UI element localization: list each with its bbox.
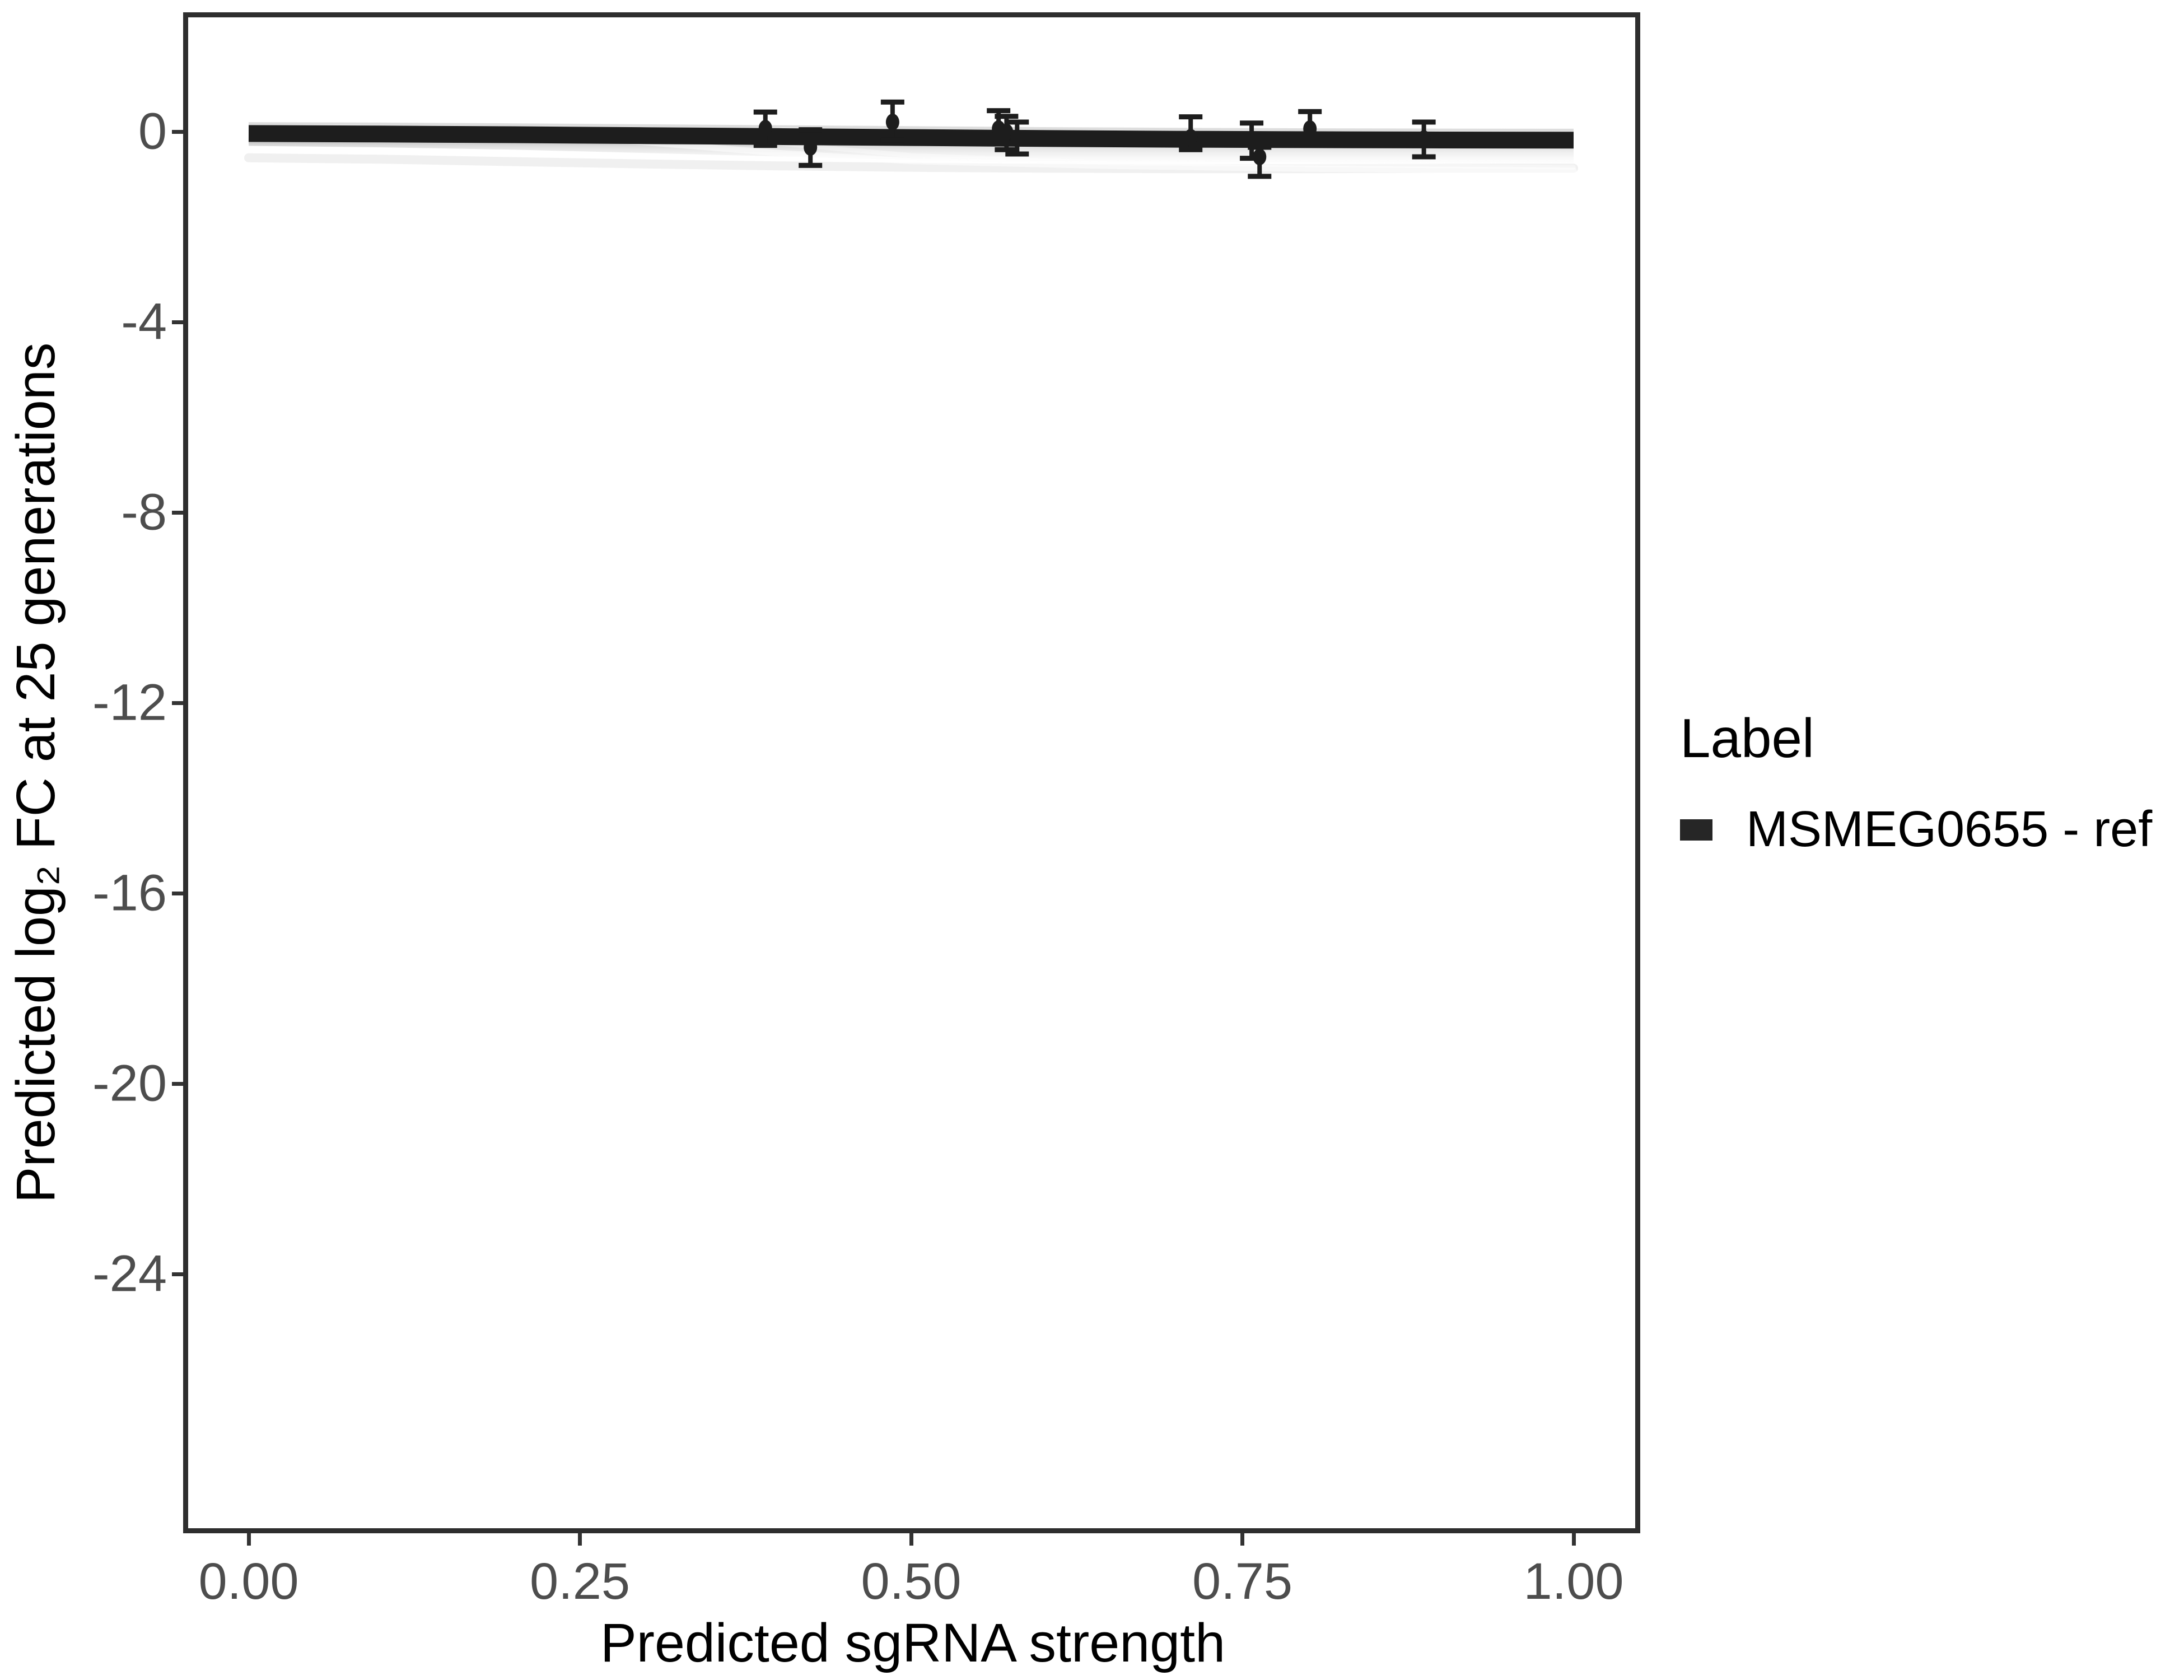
y-tick-mark — [172, 320, 183, 324]
y-tick-label: -8 — [21, 483, 167, 542]
y-tick-mark — [172, 130, 183, 134]
x-axis-title: Predicted sgRNA strength — [600, 1612, 1225, 1674]
y-tick-label: -20 — [21, 1054, 167, 1113]
y-tick-label: -24 — [21, 1245, 167, 1304]
x-tick-mark — [909, 1533, 913, 1546]
x-tick-mark — [578, 1533, 582, 1546]
y-tick-mark — [172, 701, 183, 705]
legend-item-label: MSMEG0655 - ref — [1746, 801, 2152, 858]
plot-panel — [183, 12, 1640, 1533]
figure: Predicted log₂ FC at 25 generations Pred… — [0, 0, 2184, 1680]
legend-item: MSMEG0655 - ref — [1680, 801, 2152, 858]
x-tick-label: 1.00 — [1523, 1552, 1623, 1611]
x-tick-label: 0.25 — [530, 1552, 630, 1611]
y-tick-mark — [172, 1082, 183, 1086]
x-tick-mark — [1240, 1533, 1244, 1546]
x-tick-label: 0.75 — [1192, 1552, 1292, 1611]
x-tick-mark — [247, 1533, 251, 1546]
legend: Label MSMEG0655 - ref — [1680, 707, 1814, 770]
y-tick-mark — [172, 1272, 183, 1276]
y-tick-label: -4 — [21, 293, 167, 352]
legend-title: Label — [1680, 707, 1814, 770]
legend-key-swatch — [1680, 819, 1712, 841]
y-tick-label: 0 — [21, 102, 167, 161]
x-tick-label: 0.00 — [198, 1552, 298, 1611]
y-tick-label: -16 — [21, 864, 167, 923]
y-tick-label: -12 — [21, 674, 167, 732]
y-tick-mark — [172, 892, 183, 895]
y-tick-mark — [172, 511, 183, 515]
plot-svg — [188, 17, 1635, 1528]
x-tick-mark — [1572, 1533, 1576, 1546]
x-tick-label: 0.50 — [861, 1552, 961, 1611]
